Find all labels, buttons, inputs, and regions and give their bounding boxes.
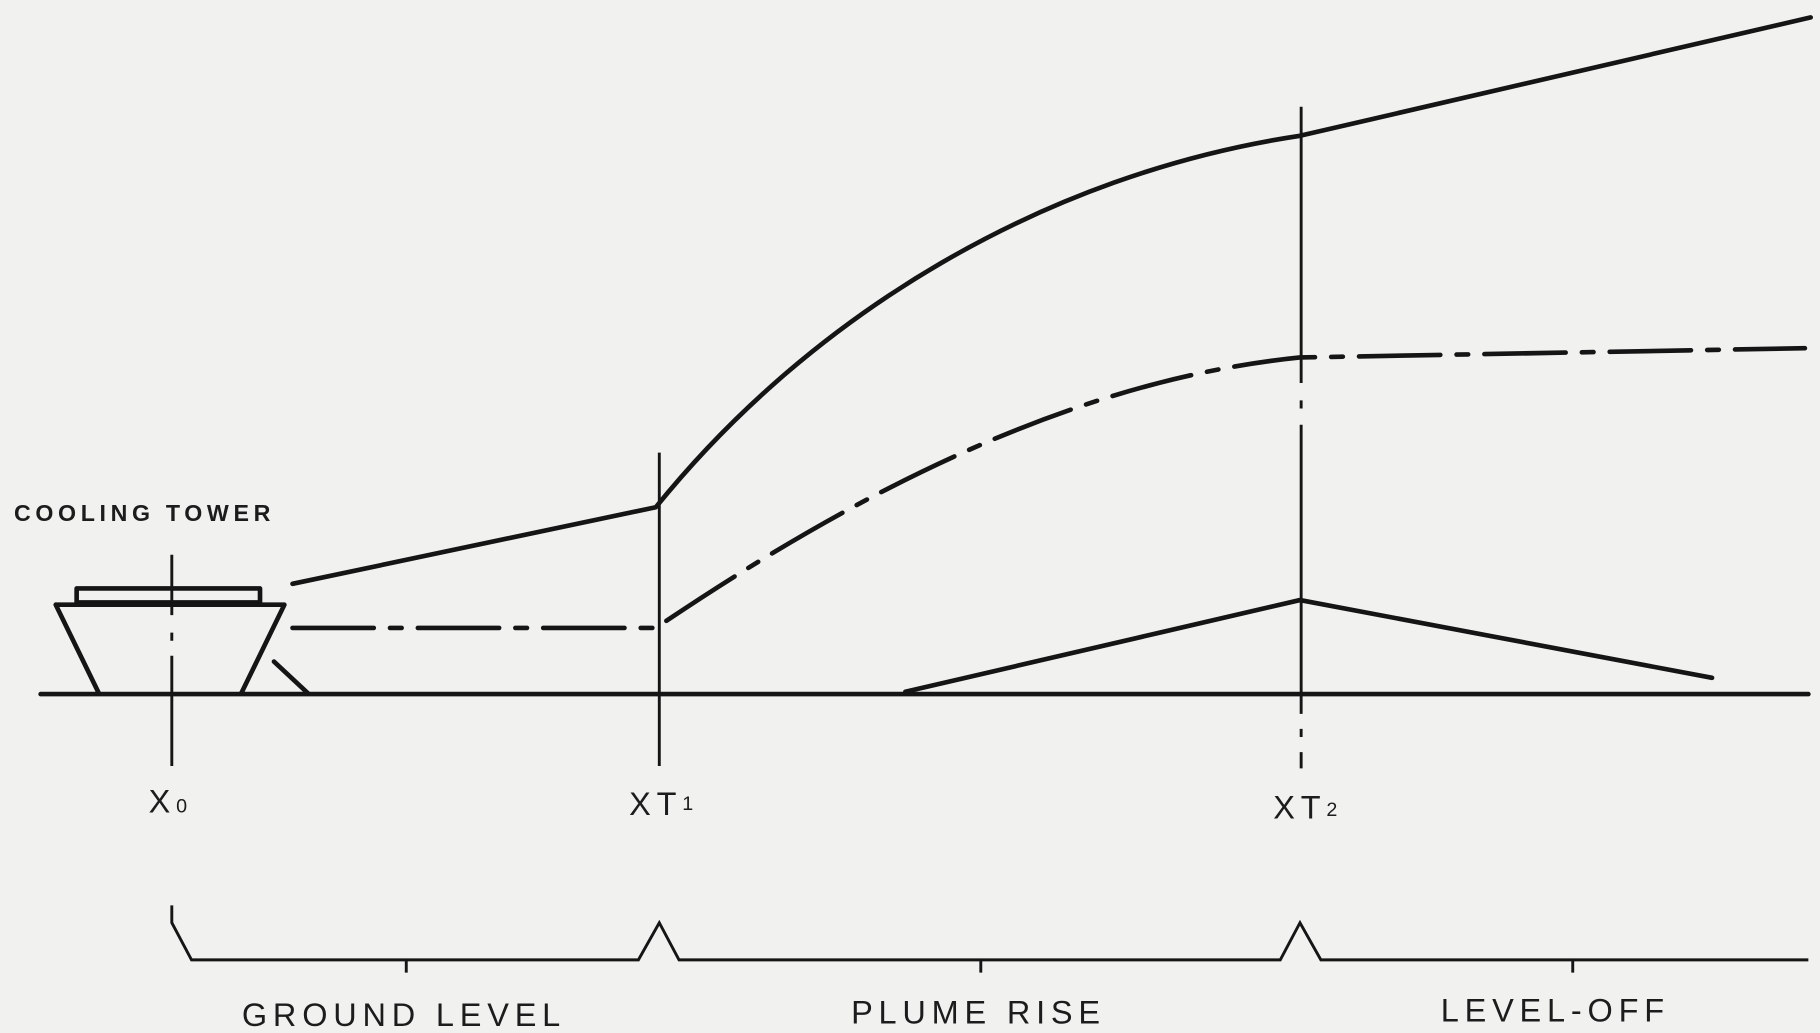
marker-sub: 1 bbox=[682, 793, 699, 815]
marker-sub: 2 bbox=[1326, 799, 1343, 821]
marker-sub: 0 bbox=[176, 795, 193, 817]
tower-body bbox=[53, 602, 287, 696]
marker-label: XT1 bbox=[629, 786, 699, 822]
tower-label: COOLING TOWER bbox=[14, 500, 275, 526]
phase-label: LEVEL-OFF bbox=[1441, 992, 1670, 1028]
marker-label: XT2 bbox=[1273, 789, 1343, 825]
marker-label: X0 bbox=[149, 783, 193, 819]
plume-lower bbox=[903, 597, 1715, 695]
marker-main: XT bbox=[629, 786, 682, 822]
phase-label: PLUME RISE bbox=[851, 995, 1106, 1031]
plume-upper bbox=[290, 15, 1814, 587]
tower-ramp bbox=[271, 659, 310, 696]
phase-label: GROUND LEVEL bbox=[242, 997, 566, 1033]
phase-brace bbox=[170, 905, 1809, 962]
marker-main: X bbox=[149, 783, 176, 819]
brace-tick bbox=[404, 959, 1575, 973]
plume-centerline bbox=[290, 345, 1808, 631]
marker-main: XT bbox=[1273, 789, 1326, 825]
